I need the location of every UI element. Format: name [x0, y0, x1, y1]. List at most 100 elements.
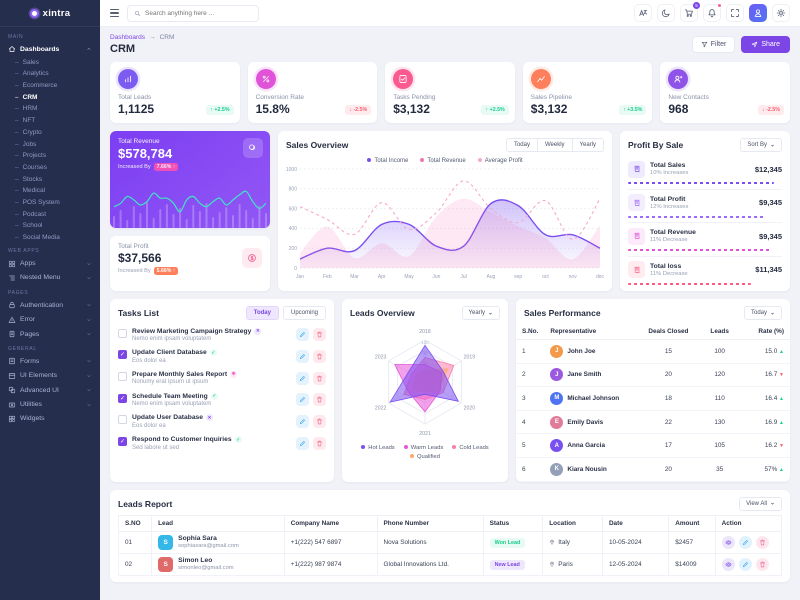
table-row[interactable]: 1 J John Joe 15 100 15.0 ▲ — [516, 339, 790, 364]
page-head: Dashboards → CRM CRM Filter Share — [110, 34, 790, 55]
task-delete-button[interactable] — [313, 415, 326, 429]
view-all-select[interactable]: View All — [739, 496, 782, 511]
period-button-today[interactable]: Today — [505, 138, 538, 152]
sidebar-item-forms[interactable]: Forms — [0, 354, 100, 368]
sales-overview-title: Sales Overview — [286, 140, 349, 150]
sidebar-item-pages[interactable]: Pages — [0, 327, 100, 341]
sidebar-item-school[interactable]: – School — [15, 222, 43, 230]
coins-icon[interactable] — [243, 138, 263, 158]
svg-text:Aug: Aug — [486, 274, 495, 280]
tasks-tab-upcoming[interactable]: Upcoming — [282, 306, 326, 320]
task-checkbox[interactable] — [118, 328, 127, 338]
sidebar-item-crypto[interactable]: – Crypto — [15, 128, 42, 136]
item-label: Total loss — [650, 262, 682, 270]
view-button[interactable] — [721, 535, 735, 549]
stat-value: $3,132 — [393, 102, 430, 116]
task-delete-button[interactable] — [313, 371, 326, 385]
cell-leads: 35 — [698, 457, 742, 482]
task-checkbox[interactable]: ✓ — [118, 393, 127, 403]
bell-button[interactable] — [703, 3, 722, 22]
sidebar-item-social-media[interactable]: – Social Media — [15, 234, 60, 242]
total-profit-card: Total Profit $37,566 Increased By 5.66% … — [110, 236, 270, 291]
table-row[interactable]: 2 J Jane Smith 20 120 16.7 ▼ — [516, 363, 790, 388]
gear-button[interactable] — [772, 4, 790, 22]
delete-button[interactable] — [755, 535, 769, 549]
moon-button[interactable] — [657, 4, 675, 22]
breadcrumb-parent[interactable]: Dashboards — [110, 34, 146, 41]
sidebar-item-dashboards[interactable]: Dashboards — [0, 42, 100, 56]
translate-button[interactable] — [634, 4, 652, 22]
delete-button[interactable] — [755, 557, 769, 571]
task-checkbox[interactable] — [118, 415, 127, 425]
sidebar-item-advanced-ui[interactable]: Advanced UI — [0, 383, 100, 397]
task-checkbox[interactable]: ✓ — [118, 437, 127, 447]
task-delete-button[interactable] — [313, 436, 326, 450]
cell-sno: 01 — [117, 530, 153, 554]
share-button[interactable]: Share — [741, 36, 790, 53]
sidebar-item-ui-elements[interactable]: UI Elements — [0, 369, 100, 383]
sidebar-item-analytics[interactable]: – Analytics — [15, 70, 49, 78]
period-button-weekly[interactable]: Weekly — [536, 138, 573, 152]
sidebar-item-nested-menu[interactable]: Nested Menu — [0, 271, 100, 285]
receipt-icon — [628, 227, 645, 245]
view-button[interactable] — [721, 557, 735, 571]
sidebar-section-pages: Pages — [8, 290, 29, 297]
edit-button[interactable] — [738, 535, 752, 549]
sidebar-item-authentication[interactable]: Authentication — [0, 298, 100, 312]
sidebar-item-medical[interactable]: – Medical — [15, 187, 46, 195]
sidebar-item-apps[interactable]: Apps — [0, 256, 100, 270]
brand-logo[interactable]: xintra — [0, 0, 100, 27]
task-edit-button[interactable] — [296, 436, 309, 450]
sidebar-item-pos-system[interactable]: – POS System — [15, 198, 60, 206]
sidebar-item-projects[interactable]: – Projects — [15, 152, 47, 160]
task-checkbox[interactable] — [118, 371, 127, 381]
stat-delta-badge: ↑ +2.5% — [481, 105, 509, 115]
sidebar-item-error[interactable]: Error — [0, 313, 100, 327]
task-delete-button[interactable] — [313, 393, 326, 407]
user-avatar[interactable] — [749, 4, 767, 22]
leads-report-title: Leads Report — [118, 498, 173, 509]
sidebar-item-stocks[interactable]: – Stocks — [15, 175, 43, 183]
task-edit-button[interactable] — [296, 415, 309, 429]
sidebar-item-hrm[interactable]: – HRM — [15, 105, 38, 113]
period-button-yearly[interactable]: Yearly — [571, 138, 604, 152]
search-input[interactable] — [145, 9, 252, 17]
task-edit-button[interactable] — [296, 371, 309, 385]
table-row[interactable]: 5 A Anna Garcia 17 105 16.2 ▼ — [516, 433, 790, 458]
edit-button[interactable] — [738, 557, 752, 571]
cell-location: Paris — [549, 561, 596, 568]
sidebar-item-courses[interactable]: – Courses — [15, 163, 47, 171]
task-checkbox[interactable]: ✓ — [118, 350, 127, 360]
svg-text:200: 200 — [289, 246, 298, 252]
pencil-icon — [300, 440, 305, 446]
task-edit-button[interactable] — [296, 350, 309, 364]
task-title: Update Client Database ✓ — [132, 349, 217, 357]
performance-period-select[interactable]: Today — [743, 306, 782, 320]
table-row[interactable]: 6 K Kiara Nousin 20 35 57% ▲ — [516, 457, 790, 482]
table-row[interactable]: 02 S Simon Leo simonleo@gmail.com +1(222… — [117, 552, 783, 576]
filter-button[interactable]: Filter — [691, 36, 736, 53]
task-delete-button[interactable] — [313, 328, 326, 342]
table-row[interactable]: 3 M Michael Johnson 18 110 16.4 ▲ — [516, 386, 790, 411]
sidebar-item-nft[interactable]: – NFT — [15, 117, 36, 125]
table-row[interactable]: 01 S Sophia Sara sophiasara@gmail.com +1… — [117, 530, 783, 554]
sidebar-item-podcast[interactable]: – Podcast — [15, 210, 47, 218]
sidebar-item-ecommerce[interactable]: – Ecommerce — [15, 82, 58, 90]
task-edit-button[interactable] — [296, 328, 309, 342]
tasks-tab-today[interactable]: Today — [245, 306, 279, 320]
table-row[interactable]: 4 E Emily Davis 22 130 16.9 ▲ — [516, 410, 790, 435]
revenue-increase-label: Increased By — [118, 164, 151, 170]
leads-period-select[interactable]: Yearly — [461, 306, 500, 320]
sidebar-item-sales[interactable]: – Sales — [15, 58, 39, 66]
task-delete-button[interactable] — [313, 350, 326, 364]
sort-by-select[interactable]: Sort By — [740, 138, 782, 152]
cart-button[interactable]: 5 — [680, 2, 700, 22]
fullscreen-button[interactable] — [726, 4, 744, 22]
task-edit-button[interactable] — [296, 393, 309, 407]
sidebar-item-utilities[interactable]: Utilities — [0, 397, 100, 411]
sidebar-item-jobs[interactable]: – Jobs — [15, 140, 37, 148]
receipt-icon — [634, 199, 639, 206]
menu-toggle-icon[interactable] — [110, 9, 119, 17]
sidebar-item-crm[interactable]: – CRM — [15, 93, 38, 101]
sidebar-item-widgets[interactable]: Widgets — [0, 412, 100, 426]
